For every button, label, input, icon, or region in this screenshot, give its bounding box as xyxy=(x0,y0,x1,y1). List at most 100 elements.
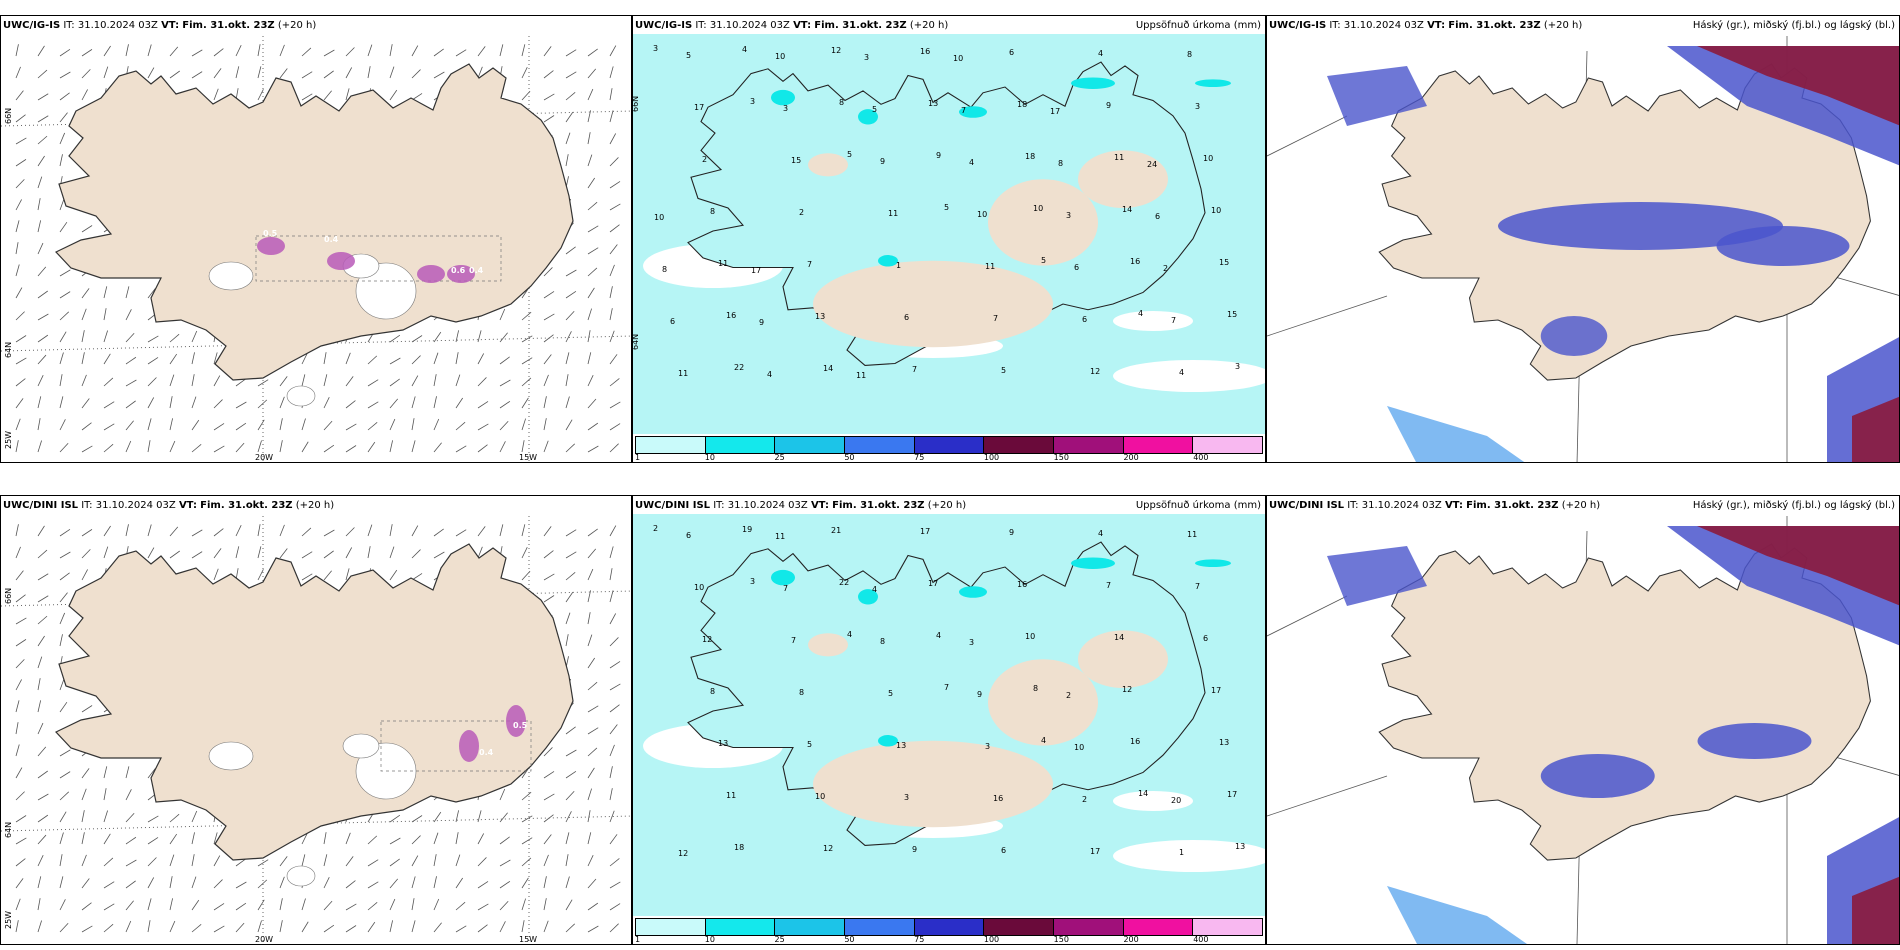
wind-barb xyxy=(235,422,247,431)
wind-barb xyxy=(147,524,152,537)
wind-barb xyxy=(37,334,49,343)
precip-value: 10 xyxy=(1074,743,1084,752)
legend-swatch xyxy=(845,437,915,453)
legend-bar xyxy=(635,436,1263,454)
wind-barb xyxy=(609,133,617,145)
wind-barb xyxy=(279,898,283,911)
wind-barb xyxy=(345,925,357,933)
wind-barb xyxy=(587,422,599,431)
wind-barb xyxy=(411,876,416,889)
precip-value: 8 xyxy=(662,265,667,274)
wind-barb xyxy=(323,352,327,365)
wind-barb xyxy=(37,354,47,365)
wind-barb xyxy=(37,770,48,779)
wind-barb xyxy=(521,547,528,559)
wind-barb xyxy=(213,548,222,559)
wind-barb xyxy=(587,247,599,255)
precip-value: 5 xyxy=(1041,256,1046,265)
wind-barb xyxy=(191,330,198,343)
wind-barb xyxy=(257,379,269,387)
wind-barb xyxy=(15,617,27,625)
wind-barb xyxy=(81,69,91,79)
wind-barb xyxy=(279,418,283,431)
wind-barb xyxy=(213,879,223,889)
precip-value: 4 xyxy=(1138,309,1143,318)
wind-barb xyxy=(389,858,400,867)
wind-barb xyxy=(389,418,396,431)
wind-barb xyxy=(609,66,614,79)
precip-value: 18 xyxy=(734,843,744,852)
wind-barb xyxy=(477,330,482,343)
precip-value: 10 xyxy=(977,210,987,219)
wind-barb xyxy=(81,49,93,57)
wind-barb xyxy=(301,418,306,431)
wind-barb xyxy=(323,444,335,453)
mid-cloud xyxy=(1327,66,1427,126)
wind-barb xyxy=(37,266,47,277)
wind-barb xyxy=(433,854,437,867)
wind-panel-top: UWC/IG-IS IT: 31.10.2024 03Z VT: Fim. 31… xyxy=(0,15,632,463)
wind-barb xyxy=(125,859,137,867)
precip-value: 16 xyxy=(1130,257,1140,266)
wind-barb xyxy=(543,573,555,581)
wind-barb xyxy=(191,923,202,933)
wind-barb xyxy=(565,310,575,321)
wind-barb xyxy=(477,881,489,889)
precip-value: 8 xyxy=(710,207,715,216)
wind-barb xyxy=(587,832,592,845)
wind-barb xyxy=(103,546,109,559)
wind-barb xyxy=(279,376,288,387)
wind-barb xyxy=(587,902,599,911)
dry-area xyxy=(1113,791,1193,811)
wind-barb xyxy=(543,115,555,123)
wind-barb xyxy=(15,264,20,277)
precip-value: 20 xyxy=(1171,796,1181,805)
wind-barb xyxy=(609,903,621,911)
wind-barb xyxy=(587,88,594,101)
wind-barb xyxy=(521,898,527,911)
wind-barb xyxy=(367,546,371,559)
wind-barb xyxy=(411,440,416,453)
wind-barb xyxy=(191,810,198,823)
wind-barb xyxy=(37,115,49,123)
wind-barb xyxy=(521,67,528,79)
precip-panel-bottom: UWC/DINI ISL IT: 31.10.2024 03Z VT: Fim.… xyxy=(632,495,1266,945)
precip-value: 6 xyxy=(1009,48,1014,57)
wind-barb xyxy=(367,524,373,537)
legend-swatch xyxy=(705,437,776,453)
wind-barb xyxy=(257,419,265,431)
wind-barb xyxy=(499,420,509,431)
wind-barb xyxy=(125,900,134,911)
wind-barb xyxy=(345,376,354,387)
precip-value: 11 xyxy=(1187,530,1197,539)
wind-barb xyxy=(235,902,247,911)
wind-barb xyxy=(433,898,440,911)
legend-tick: 1 xyxy=(635,453,641,462)
precip-value: 7 xyxy=(1106,581,1111,590)
wind-barb xyxy=(565,246,576,255)
wind-barb xyxy=(15,335,27,343)
wind-barb xyxy=(169,374,175,387)
wind-barb xyxy=(59,311,70,321)
wind-barb xyxy=(345,352,351,365)
precip-value: 2 xyxy=(702,155,707,164)
wind-barb xyxy=(609,546,614,559)
wind-barb xyxy=(565,790,575,801)
wind-barb xyxy=(521,418,527,431)
wind-barb xyxy=(345,445,357,453)
wind-barb xyxy=(411,355,421,365)
wind-barb xyxy=(389,878,399,889)
wind-barb xyxy=(389,44,393,57)
wind-barb xyxy=(543,46,552,57)
wind-value: 0.5 xyxy=(263,229,278,238)
precip-value: 11 xyxy=(775,532,785,541)
wind-barb xyxy=(455,854,461,867)
heavy-precip xyxy=(959,106,987,118)
wind-barb xyxy=(565,132,571,145)
precip-value: 5 xyxy=(888,689,893,698)
wind-barb xyxy=(15,791,25,801)
precip-value: 14 xyxy=(823,364,833,373)
wind-barb xyxy=(609,423,621,431)
wind-barb xyxy=(389,398,399,409)
wind-barb xyxy=(59,876,64,889)
